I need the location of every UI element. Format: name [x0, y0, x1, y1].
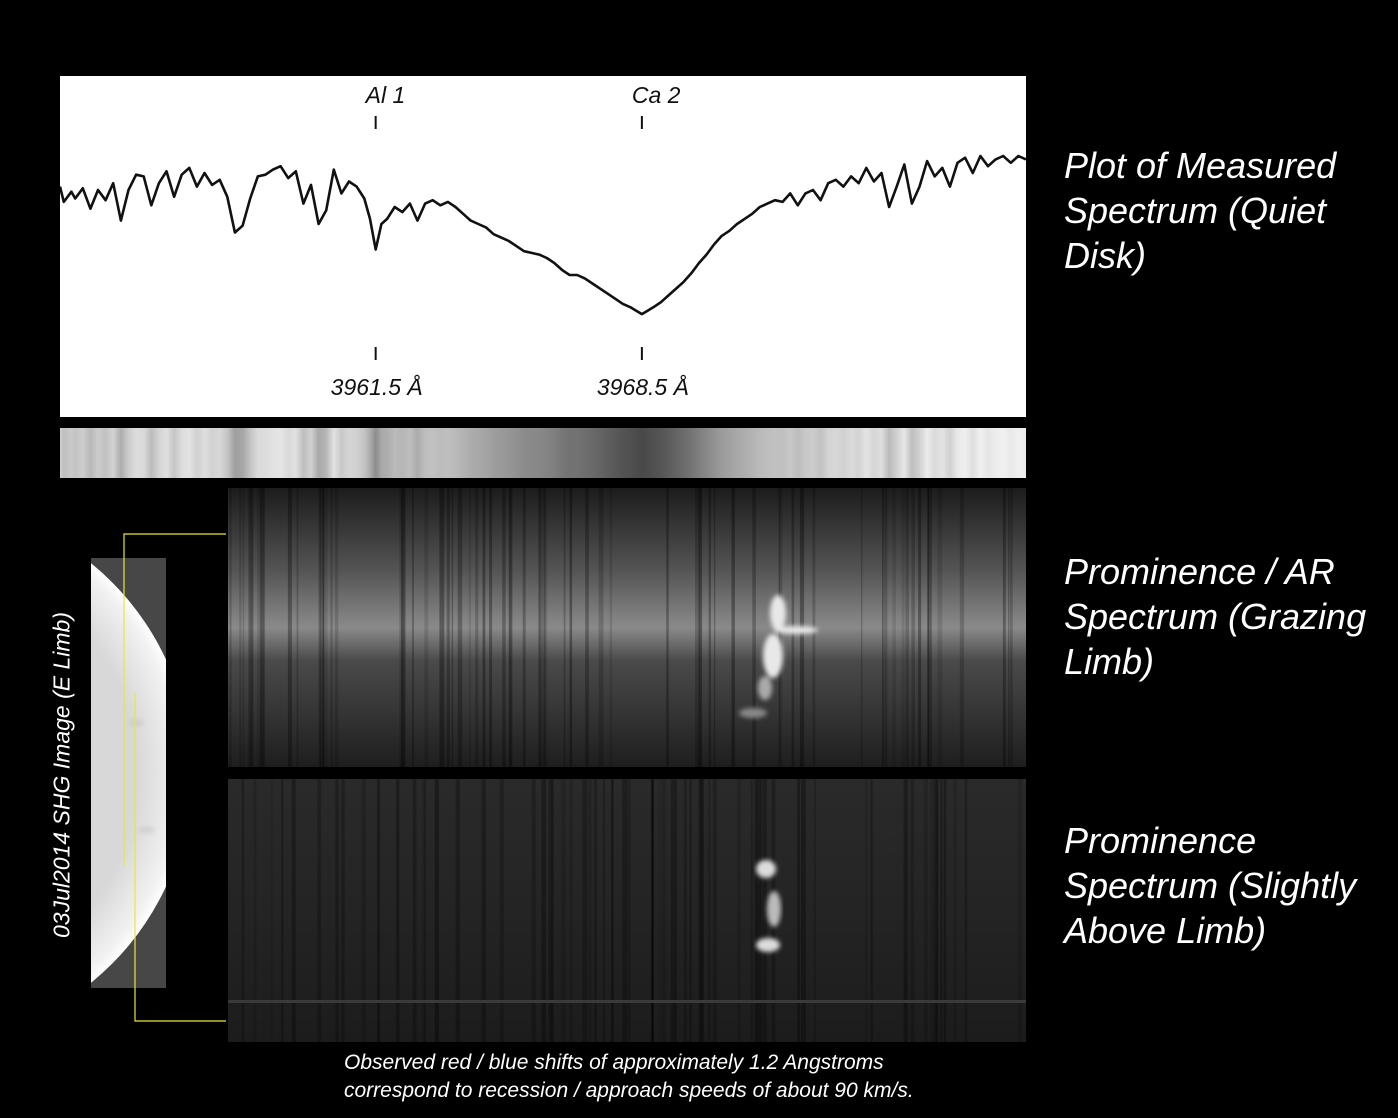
spectrum-plot	[60, 116, 1026, 360]
footnote-line-2: correspond to recession / approach speed…	[344, 1079, 914, 1102]
line-id-label-2: Ca 2	[631, 82, 681, 108]
plot-panel-label: Plot of Measured Spectrum (Quiet Disk)	[1064, 145, 1337, 276]
wavelength-label-1: 3961.5 Å	[330, 374, 423, 400]
spectrum-plot-panel: Al 1 3961.5 Å Ca 2 3968.5 Å	[60, 76, 1026, 417]
wavelength-label-2: 3968.5 Å	[596, 374, 689, 400]
prominence-spectrum-image	[228, 779, 1026, 1042]
prominence-emission-feature	[756, 860, 781, 952]
spectrum-strip-image	[60, 428, 1026, 478]
footnote-line-1: Observed red / blue shifts of approximat…	[344, 1051, 884, 1074]
line-id-label-1: Al 1	[365, 82, 406, 108]
prominence-emission-feature	[739, 595, 818, 718]
prominence-panel-label: Prominence Spectrum (Slightly Above Limb…	[1064, 820, 1357, 951]
footnote: Observed red / blue shifts of approximat…	[344, 1049, 914, 1105]
shg-limb-image	[91, 558, 166, 988]
shg-image-caption: 03Jul2014 SHG Image (E Limb)	[48, 612, 75, 938]
spectrum-series-line	[60, 154, 1026, 316]
prominence-ar-panel-label: Prominence / AR Spectrum (Grazing Limb)	[1064, 551, 1367, 682]
prominence-ar-spectrum-image	[228, 488, 1026, 767]
